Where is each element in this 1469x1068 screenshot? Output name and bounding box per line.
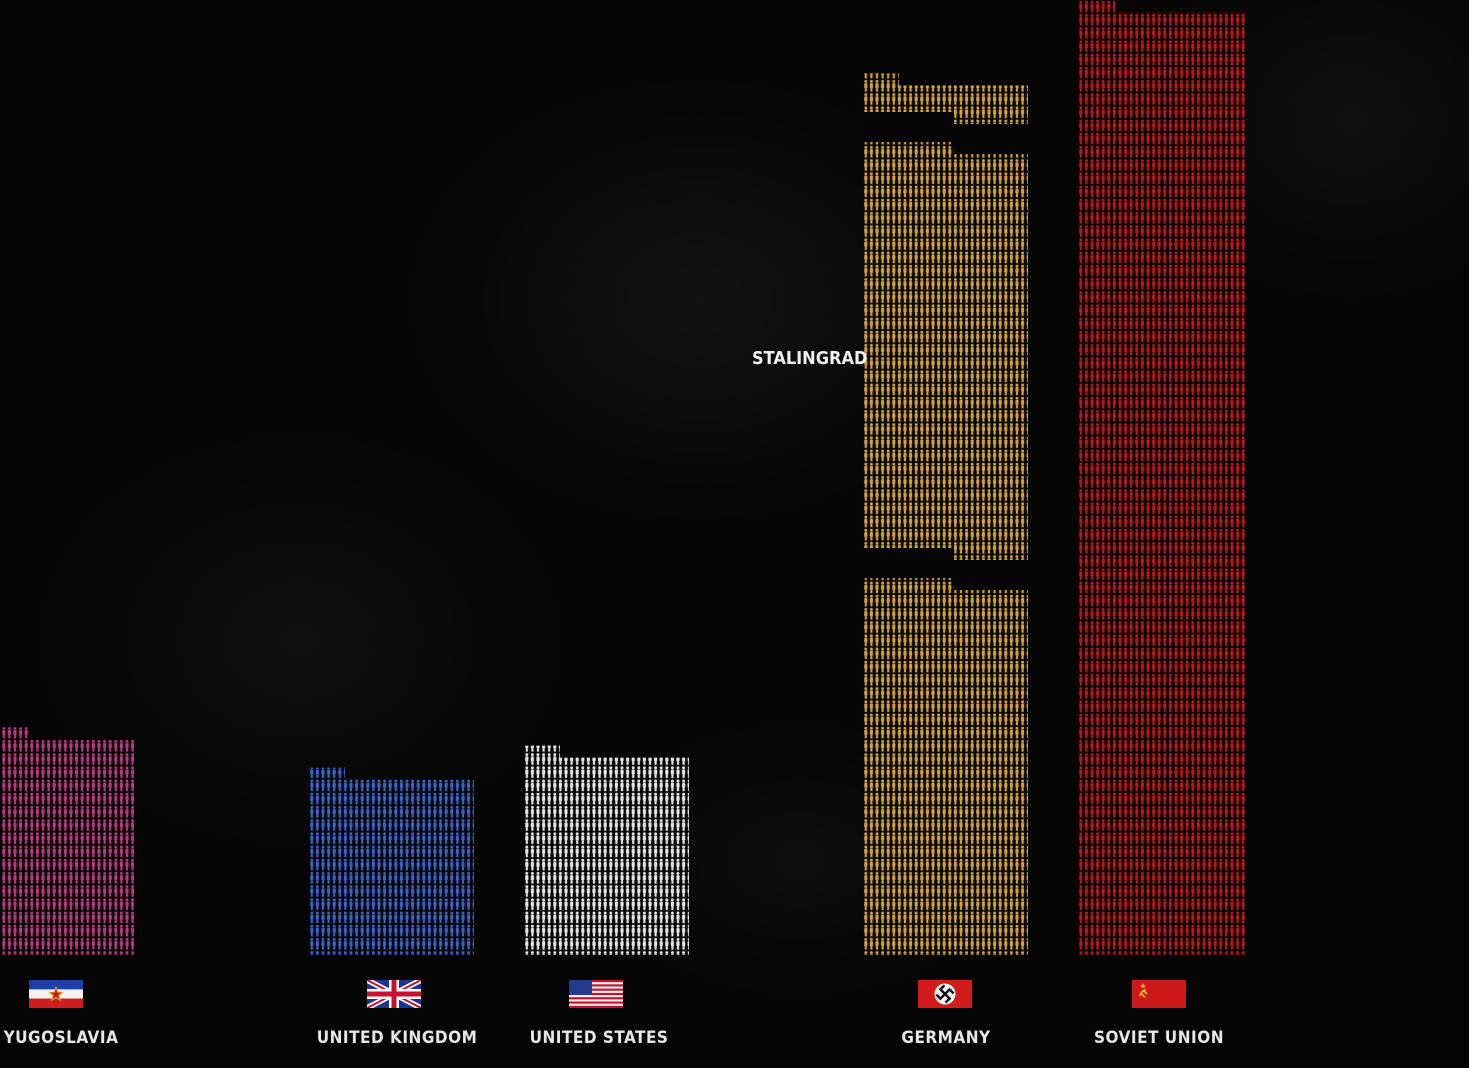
bar-soviet-union [1078,0,1245,955]
category-label-yugoslavia: Yugoslavia [3,1028,119,1048]
bar-germany [863,73,1028,955]
category-label-united-states: United States [529,1028,669,1048]
yugoslavia-flag-icon [29,980,83,1008]
bar-united-kingdom [309,767,474,955]
category-label-united-kingdom: United Kingdom [316,1028,478,1048]
category-label-germany: Germany [901,1028,991,1048]
soviet-flag-icon [1132,980,1186,1008]
annotation-stalingrad: Stalingrad [752,348,868,369]
category-label-soviet-union: Soviet Union [1094,1028,1224,1048]
bar-yugoslavia [1,727,134,955]
bar-united-states [524,745,689,955]
germany-flag-icon [918,980,972,1008]
uk-flag-icon [367,980,421,1008]
us-flag-icon [569,980,623,1008]
